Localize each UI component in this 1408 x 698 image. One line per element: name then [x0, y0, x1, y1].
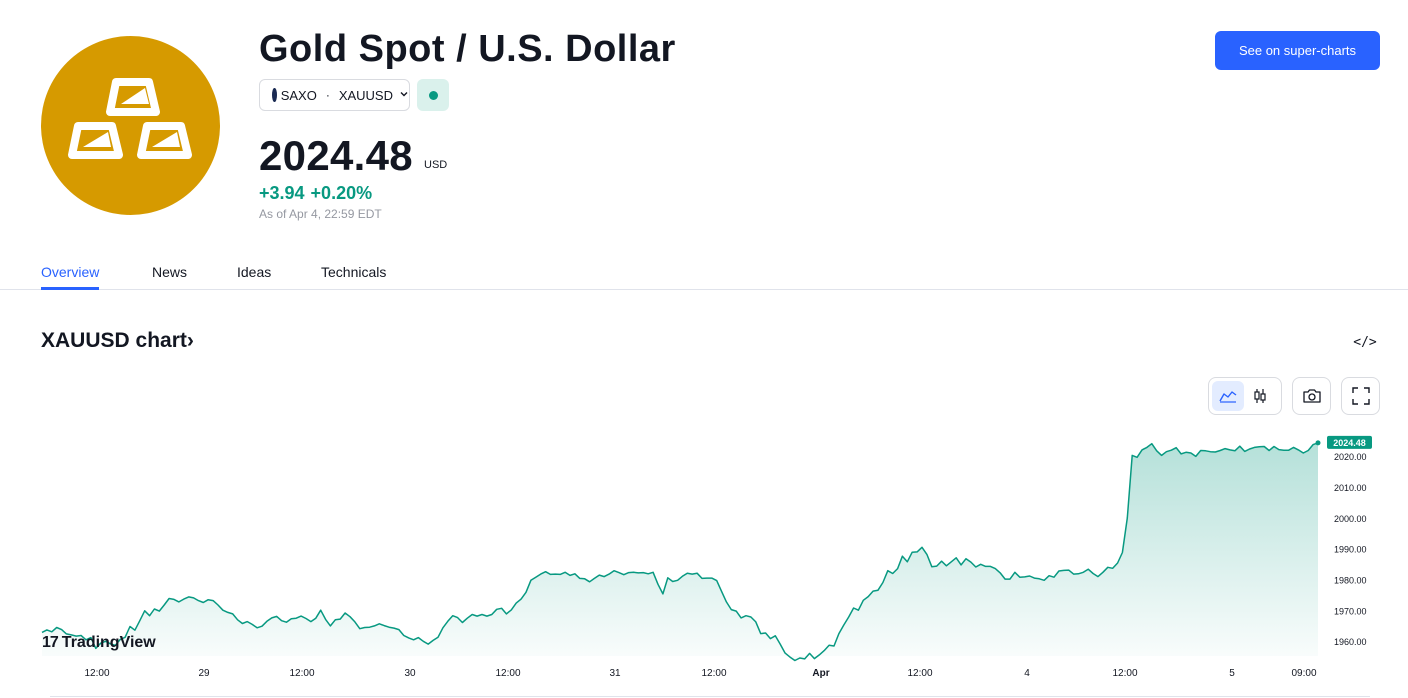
- x-tick-label: 12:00: [1112, 668, 1137, 679]
- change-absolute: +3.94: [259, 183, 305, 203]
- y-tick-label: 2020.00: [1334, 452, 1367, 462]
- page-title: Gold Spot / U.S. Dollar: [259, 28, 676, 70]
- x-tick-label: 4: [1024, 668, 1030, 679]
- area-chart-button[interactable]: [1212, 381, 1244, 411]
- price-currency: USD: [424, 159, 448, 171]
- exchange-name: SAXO: [280, 87, 317, 103]
- chevron-right-icon: ›: [186, 329, 194, 352]
- fullscreen-button[interactable]: [1341, 377, 1380, 415]
- screenshot-button[interactable]: [1292, 377, 1331, 415]
- tradingview-brand-text: TradingView: [61, 634, 156, 651]
- x-tick-label: 12:00: [907, 668, 932, 679]
- x-tick-label: Apr: [812, 668, 829, 679]
- exchange-symbol-dropdown[interactable]: SAXO · XAUUSD: [259, 79, 410, 111]
- price-area-fill: [42, 442, 1318, 661]
- chart-heading-text: XAUUSD chart: [41, 329, 187, 352]
- x-tick-label: 09:00: [1291, 668, 1316, 679]
- x-tick-label: 12:00: [289, 668, 314, 679]
- y-tick-label: 1980.00: [1334, 576, 1367, 586]
- quote-timestamp: As of Apr 4, 22:59 EDT: [259, 207, 382, 221]
- area-chart-icon: [1219, 391, 1237, 403]
- last-price-tag-text: 2024.48: [1333, 438, 1366, 448]
- exchange-logo-icon: [272, 88, 277, 102]
- candles-icon: [1254, 389, 1266, 403]
- x-tick-label: 29: [198, 668, 210, 679]
- y-axis: 1960.00 1970.00 1980.00 1990.00 2000.00 2010.…: [1334, 452, 1367, 647]
- tab-news[interactable]: News: [152, 264, 188, 280]
- y-tick-label: 1990.00: [1334, 545, 1367, 555]
- x-tick-label: 5: [1229, 668, 1235, 679]
- camera-icon: [1302, 389, 1321, 403]
- symbol-name: XAUUSD: [338, 87, 393, 103]
- section-divider: [50, 696, 1370, 697]
- price-line: [41, 442, 1319, 662]
- x-tick-label: 12:00: [495, 668, 520, 679]
- separator-dot: ·: [325, 88, 330, 102]
- last-price-marker: [1315, 440, 1321, 446]
- x-tick-label: 12:00: [84, 668, 109, 679]
- candles-button[interactable]: [1244, 381, 1276, 411]
- chart-heading-link[interactable]: XAUUSD chart›: [41, 329, 194, 353]
- price-change: +3.94 +0.20%: [259, 183, 372, 204]
- change-percent: +0.20%: [310, 183, 373, 203]
- y-tick-label: 1960.00: [1334, 637, 1367, 647]
- y-tick-label: 2000.00: [1334, 514, 1367, 524]
- market-status-badge[interactable]: [417, 79, 449, 111]
- x-axis: 12:00 29 12:00 30 12:00 31 12:00 Apr 12:00 4 12:00…: [84, 668, 1316, 679]
- tab-overview[interactable]: Overview: [41, 264, 100, 290]
- embed-code-icon[interactable]: </>: [1353, 334, 1377, 350]
- symbol-logo: [41, 36, 220, 215]
- x-tick-label: 31: [609, 668, 621, 679]
- section-tabs: Overview News Ideas Technicals: [0, 255, 1408, 290]
- gold-bars-icon: [68, 78, 192, 159]
- tradingview-logo-icon: 17: [42, 634, 59, 651]
- last-price-tag: [1327, 435, 1372, 449]
- last-price: 2024.48: [259, 132, 413, 179]
- x-tick-label: 30: [404, 668, 416, 679]
- tradingview-brand[interactable]: 17 TradingView: [42, 634, 156, 652]
- x-tick-label: 12:00: [701, 668, 726, 679]
- market-open-dot-icon: [428, 90, 438, 100]
- tab-technicals[interactable]: Technicals: [321, 264, 387, 280]
- y-tick-label: 1970.00: [1334, 606, 1367, 616]
- fullscreen-icon: [1351, 387, 1370, 405]
- see-on-supercharts-button[interactable]: See on super-charts: [1215, 31, 1380, 70]
- chevron-down-icon: [399, 89, 409, 102]
- chart-style-toggle: [1208, 377, 1282, 415]
- tab-ideas[interactable]: Ideas: [237, 264, 272, 280]
- last-price-label: 2024.48: [1315, 435, 1372, 449]
- price-chart[interactable]: 12:00 29 12:00 30 12:00 31 12:00 Apr 12:00 4 12:00…: [0, 420, 1408, 690]
- y-tick-label: 2010.00: [1334, 483, 1367, 493]
